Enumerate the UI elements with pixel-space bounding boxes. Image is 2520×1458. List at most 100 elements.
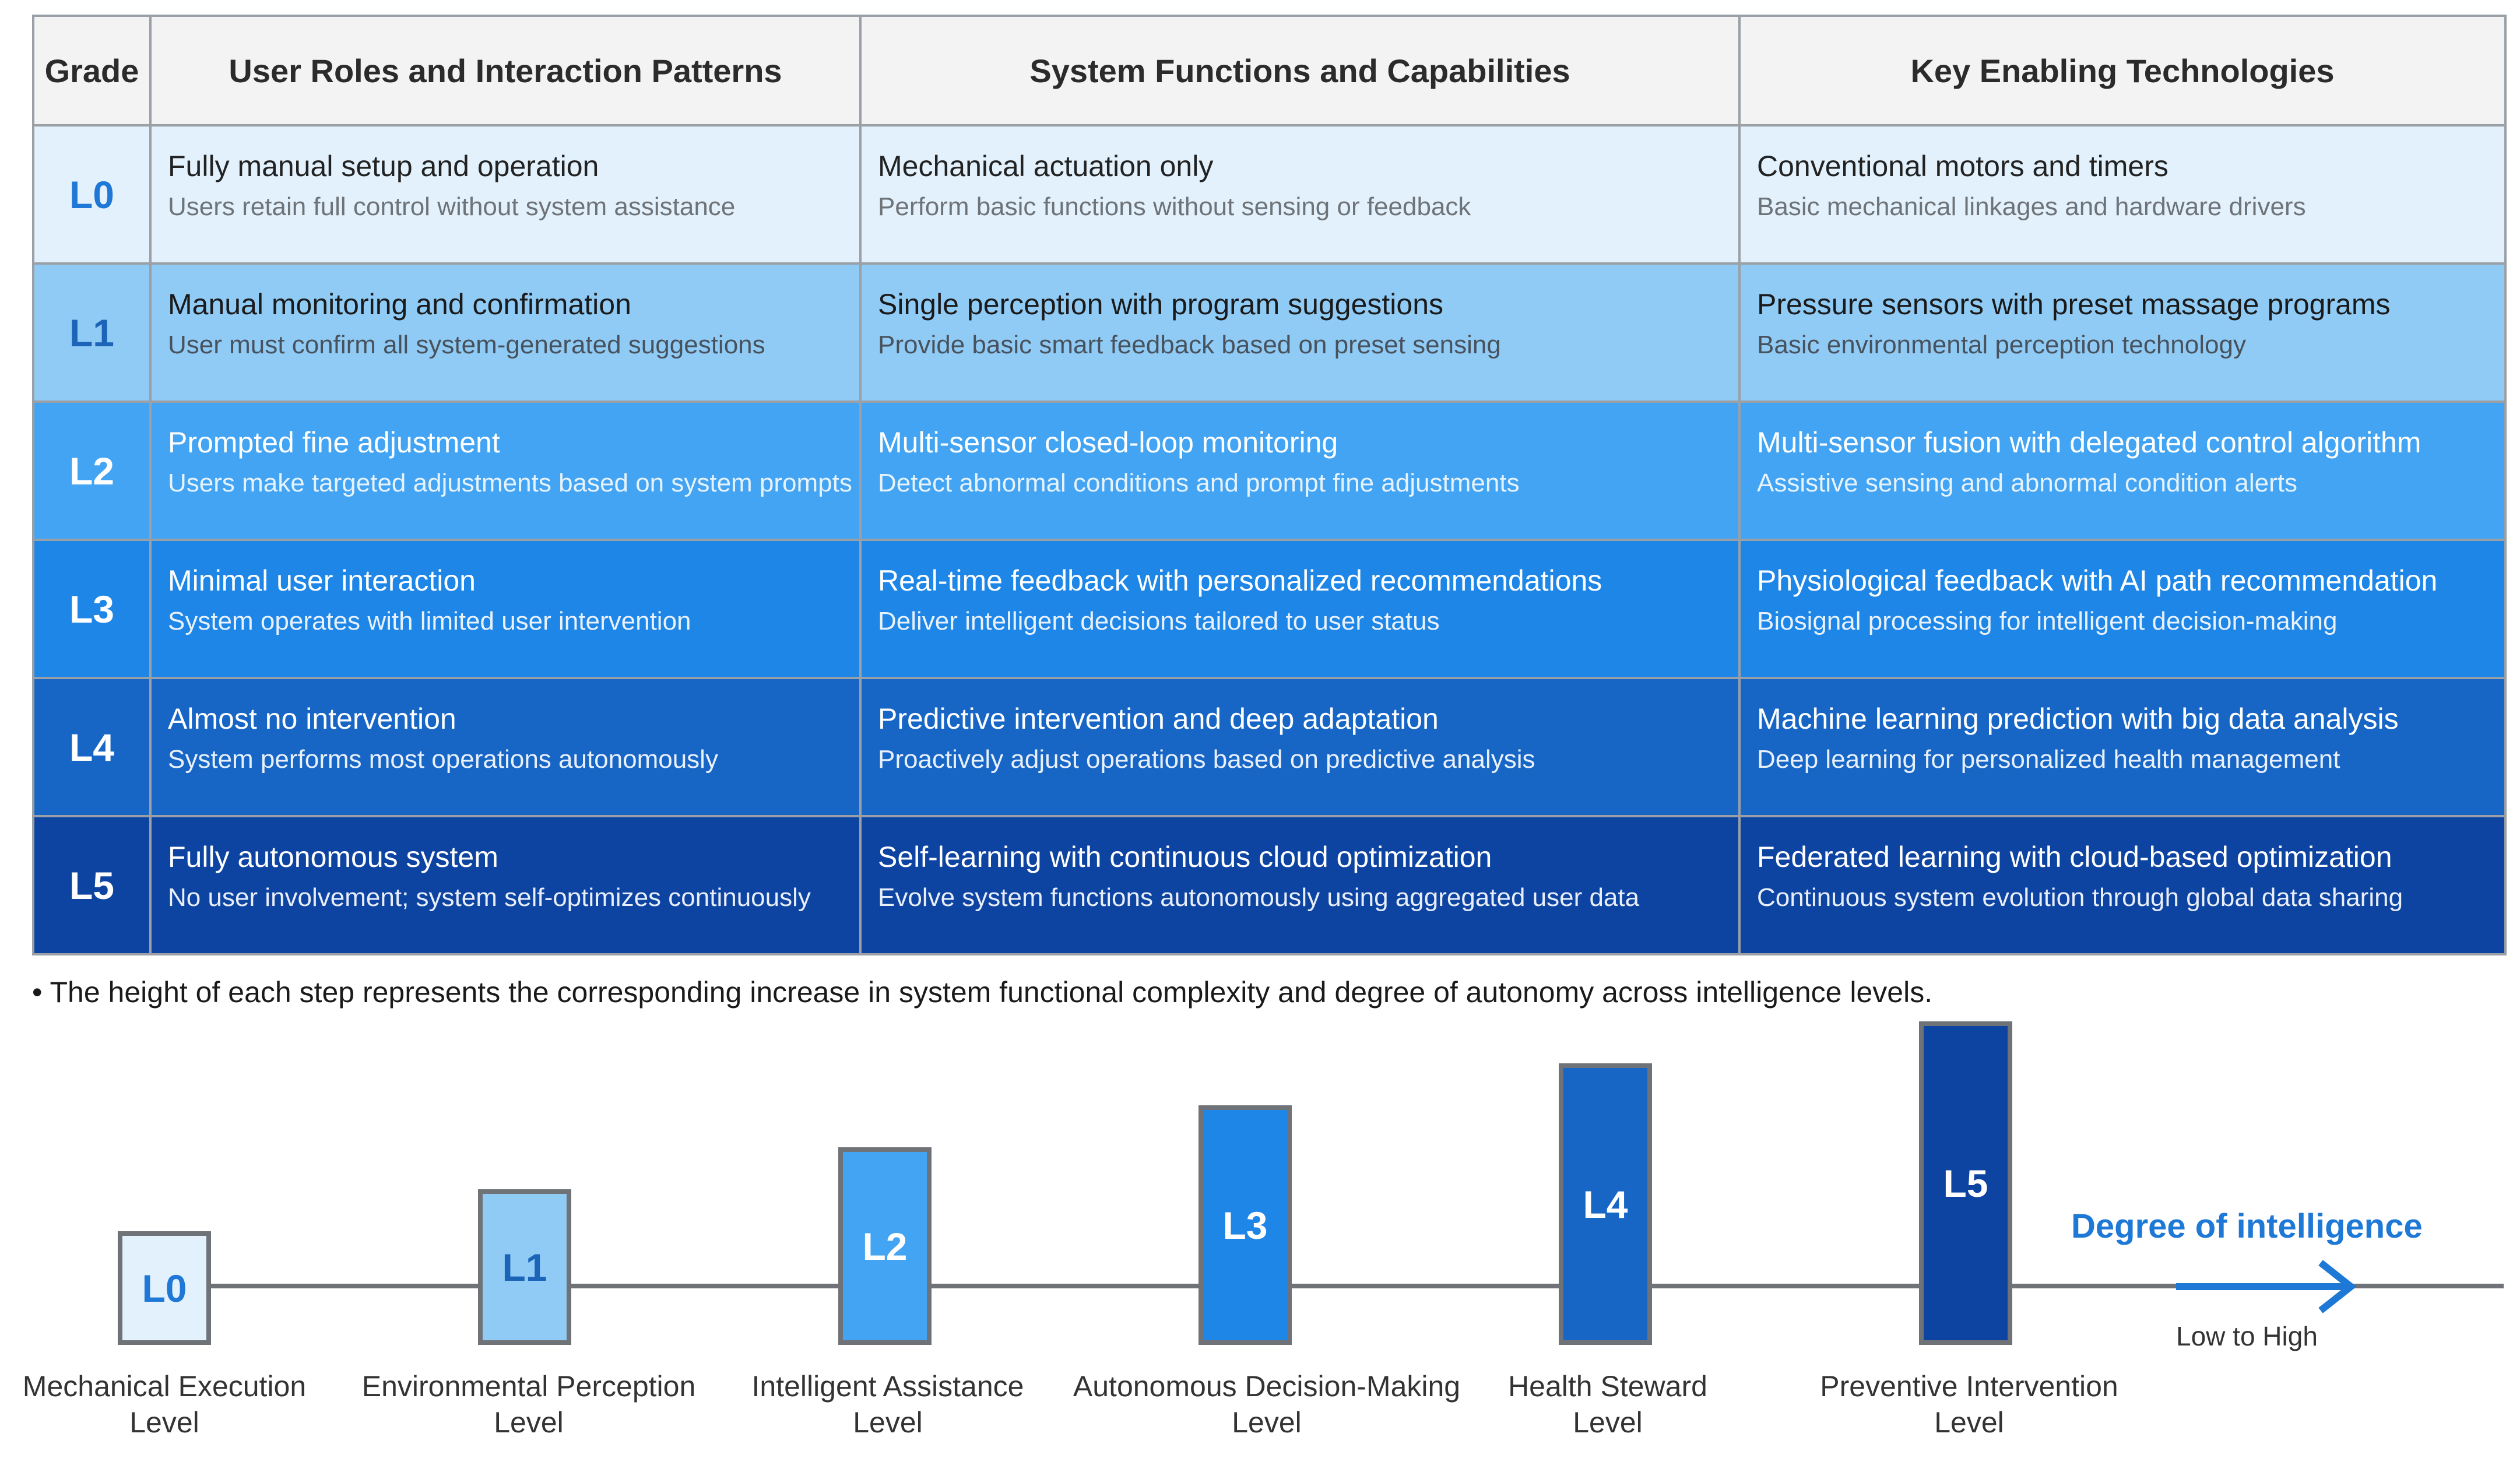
step-bar-l4: L4 — [1559, 1063, 1652, 1345]
table-row-l0: L0 Fully manual setup and operation Users… — [32, 124, 2507, 265]
header-key-technologies: Key Enabling Technologies — [1738, 15, 2507, 127]
grade-cell: L1 — [32, 262, 152, 403]
level-name-l3: Autonomous Decision-Making Level — [1063, 1368, 1471, 1441]
technology-cell: Physiological feedback with AI path reco… — [1738, 539, 2507, 679]
level-name-l4: Health Steward Level — [1404, 1368, 1812, 1441]
level-name-l1: Environmental Perception Level — [325, 1368, 733, 1441]
level-name-line: Environmental Perception — [361, 1370, 696, 1403]
step-bar-l1: L1 — [478, 1189, 571, 1345]
cell-description: Users retain full control without system… — [168, 192, 736, 221]
level-name-line: Level — [853, 1406, 923, 1439]
cell-title: Multi-sensor closed-loop monitoring — [878, 426, 1338, 459]
cell-description: Basic environmental perception technolog… — [1757, 331, 2246, 359]
user-role-cell: Fully manual setup and operation Users re… — [149, 124, 862, 265]
intelligence-axis-line — [160, 1284, 2504, 1288]
header-grade: Grade — [32, 15, 152, 127]
grade-cell: L3 — [32, 539, 152, 679]
table-row-l3: L3 Minimal user interaction System operat… — [32, 539, 2507, 679]
level-name-line: Preventive Intervention — [1820, 1370, 2118, 1403]
cell-title: Pressure sensors with preset massage pro… — [1757, 288, 2391, 321]
level-name-line: Health Steward — [1508, 1370, 1707, 1403]
table-row-l5: L5 Fully autonomous system No user involv… — [32, 815, 2507, 955]
header-system-functions: System Functions and Capabilities — [859, 15, 1741, 127]
user-role-cell: Minimal user interaction System operates … — [149, 539, 862, 679]
user-role-cell: Fully autonomous system No user involveme… — [149, 815, 862, 955]
level-name-line: Mechanical Execution — [22, 1370, 307, 1403]
table-row-l1: L1 Manual monitoring and confirmation Use… — [32, 262, 2507, 403]
system-function-cell: Single perception with program suggestio… — [859, 262, 1741, 403]
arrow-right-icon — [2176, 1260, 2357, 1313]
step-bar-l0: L0 — [118, 1231, 211, 1345]
cell-title: Minimal user interaction — [168, 564, 476, 597]
cell-description: Evolve system functions autonomously usi… — [878, 883, 1640, 912]
grade-cell: L4 — [32, 677, 152, 817]
cell-description: Perform basic functions without sensing … — [878, 192, 1471, 221]
cell-description: Assistive sensing and abnormal condition… — [1757, 469, 2297, 497]
cell-description: System performs most operations autonomo… — [168, 745, 718, 774]
cell-title: Fully manual setup and operation — [168, 150, 599, 182]
cell-title: Conventional motors and timers — [1757, 150, 2168, 182]
cell-title: Single perception with program suggestio… — [878, 288, 1443, 321]
system-function-cell: Self-learning with continuous cloud opti… — [859, 815, 1741, 955]
grade-cell: L2 — [32, 400, 152, 541]
cell-title: Physiological feedback with AI path reco… — [1757, 564, 2438, 597]
intelligence-grade-table: Grade User Roles and Interaction Pattern… — [32, 15, 2507, 955]
degree-of-intelligence-label: Degree of intelligence — [2071, 1207, 2423, 1245]
table-header-row: Grade User Roles and Interaction Pattern… — [32, 15, 2507, 127]
level-name-line: Level — [494, 1406, 564, 1439]
cell-description: Biosignal processing for intelligent dec… — [1757, 607, 2338, 635]
cell-title: Self-learning with continuous cloud opti… — [878, 841, 1492, 873]
cell-description: Deliver intelligent decisions tailored t… — [878, 607, 1440, 635]
cell-description: Detect abnormal conditions and prompt fi… — [878, 469, 1520, 497]
technology-cell: Machine learning prediction with big dat… — [1738, 677, 2507, 817]
system-function-cell: Multi-sensor closed-loop monitoring Detec… — [859, 400, 1741, 541]
system-function-cell: Real-time feedback with personalized rec… — [859, 539, 1741, 679]
low-to-high-label: Low to High — [2176, 1321, 2318, 1351]
cell-description: System operates with limited user interv… — [168, 607, 691, 635]
cell-title: Predictive intervention and deep adaptat… — [878, 702, 1439, 735]
cell-title: Mechanical actuation only — [878, 150, 1214, 182]
cell-title: Almost no intervention — [168, 702, 456, 735]
system-function-cell: Predictive intervention and deep adaptat… — [859, 677, 1741, 817]
technology-cell: Conventional motors and timers Basic mech… — [1738, 124, 2507, 265]
table-row-l2: L2 Prompted fine adjustment Users make ta… — [32, 400, 2507, 541]
level-name-line: Level — [1573, 1406, 1643, 1439]
level-name-line: Intelligent Assistance — [751, 1370, 1024, 1403]
technology-cell: Pressure sensors with preset massage pro… — [1738, 262, 2507, 403]
cell-description: Proactively adjust operations based on p… — [878, 745, 1535, 774]
level-name-line: Autonomous Decision-Making — [1073, 1370, 1461, 1403]
cell-title: Federated learning with cloud-based opti… — [1757, 841, 2392, 873]
header-user-roles: User Roles and Interaction Patterns — [149, 15, 862, 127]
level-name-l2: Intelligent Assistance Level — [684, 1368, 1092, 1441]
grade-cell: L5 — [32, 815, 152, 955]
level-name-line: Level — [129, 1406, 199, 1439]
cell-description: Users make targeted adjustments based on… — [168, 469, 852, 497]
level-name-line: Level — [1934, 1406, 2004, 1439]
cell-title: Real-time feedback with personalized rec… — [878, 564, 1602, 597]
cell-title: Prompted fine adjustment — [168, 426, 500, 459]
cell-description: Basic mechanical linkages and hardware d… — [1757, 192, 2306, 221]
level-name-line: Level — [1232, 1406, 1302, 1439]
user-role-cell: Manual monitoring and confirmation User m… — [149, 262, 862, 403]
grade-cell: L0 — [32, 124, 152, 265]
cell-title: Multi-sensor fusion with delegated contr… — [1757, 426, 2421, 459]
cell-description: Provide basic smart feedback based on pr… — [878, 331, 1501, 359]
user-role-cell: Prompted fine adjustment Users make targe… — [149, 400, 862, 541]
cell-description: No user involvement; system self-optimiz… — [168, 883, 811, 912]
step-bar-l3: L3 — [1199, 1105, 1292, 1345]
system-function-cell: Mechanical actuation only Perform basic f… — [859, 124, 1741, 265]
cell-title: Manual monitoring and confirmation — [168, 288, 631, 321]
step-bar-l5: L5 — [1919, 1021, 2012, 1345]
level-name-l0: Mechanical Execution Level — [0, 1368, 368, 1441]
level-name-l5: Preventive Intervention Level — [1765, 1368, 2173, 1441]
cell-title: Machine learning prediction with big dat… — [1757, 702, 2399, 735]
cell-description: Deep learning for personalized health ma… — [1757, 745, 2340, 774]
step-bar-l2: L2 — [838, 1147, 932, 1345]
user-role-cell: Almost no intervention System performs mo… — [149, 677, 862, 817]
cell-title: Fully autonomous system — [168, 841, 498, 873]
cell-description: User must confirm all system-generated s… — [168, 331, 765, 359]
table-row-l4: L4 Almost no intervention System performs… — [32, 677, 2507, 817]
technology-cell: Multi-sensor fusion with delegated contr… — [1738, 400, 2507, 541]
chart-note: • The height of each step represents the… — [32, 976, 1933, 1009]
cell-description: Continuous system evolution through glob… — [1757, 883, 2403, 912]
